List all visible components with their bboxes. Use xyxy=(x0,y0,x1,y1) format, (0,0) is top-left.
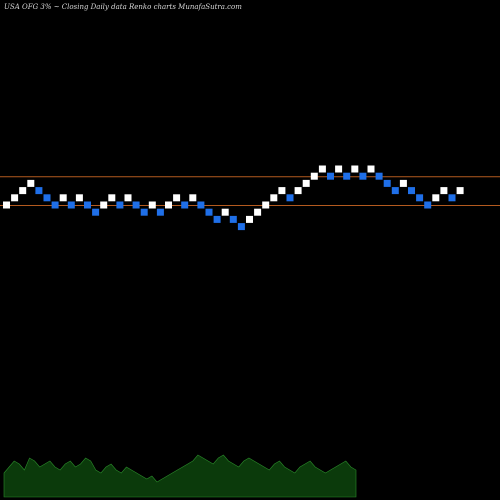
volume-area-path xyxy=(3,454,357,498)
renko-brick xyxy=(84,201,91,209)
reference-lines xyxy=(0,176,500,206)
renko-brick xyxy=(92,208,100,216)
renko-brick xyxy=(116,201,124,209)
renko-brick xyxy=(448,194,456,202)
renko-brick xyxy=(173,194,181,202)
renko-brick xyxy=(189,194,197,202)
renko-brick xyxy=(165,201,172,209)
renko-brick xyxy=(343,172,351,180)
renko-brick xyxy=(237,223,245,231)
renko-brick xyxy=(359,172,367,180)
renko-brick xyxy=(43,194,51,202)
renko-brick xyxy=(124,194,132,202)
renko-brick xyxy=(335,165,343,173)
renko-brick xyxy=(351,165,359,173)
renko-brick xyxy=(181,201,189,209)
renko-brick xyxy=(440,187,448,195)
renko-brick xyxy=(408,187,415,195)
renko-brick xyxy=(140,208,148,216)
renko-brick xyxy=(229,215,237,223)
renko-brick xyxy=(100,201,108,209)
renko-brick xyxy=(318,165,326,173)
renko-brick xyxy=(75,194,83,202)
renko-brick xyxy=(221,208,229,216)
renko-brick xyxy=(286,194,294,202)
renko-brick xyxy=(270,194,278,202)
renko-brick xyxy=(367,165,375,173)
renko-brick xyxy=(375,172,383,180)
renko-brick xyxy=(424,201,432,209)
renko-brick xyxy=(327,172,334,180)
renko-brick xyxy=(51,201,59,209)
renko-brick xyxy=(391,187,399,195)
renko-brick xyxy=(156,208,164,216)
renko-brick xyxy=(108,194,116,202)
renko-brick xyxy=(432,194,440,202)
renko-brick xyxy=(246,215,253,223)
renko-brick xyxy=(294,187,302,195)
renko-brick xyxy=(132,201,140,209)
renko-brick xyxy=(278,187,286,195)
renko-brick xyxy=(302,179,310,187)
renko-brick xyxy=(27,179,35,187)
renko-brick xyxy=(148,201,156,209)
renko-brick xyxy=(197,201,205,209)
chart-title: USA OFG 3% ~ Closing Daily data Renko ch… xyxy=(4,3,242,11)
renko-brick xyxy=(262,201,270,209)
renko-brick xyxy=(3,201,10,209)
renko-bricks xyxy=(3,165,464,231)
renko-brick xyxy=(383,179,391,187)
renko-brick xyxy=(399,179,407,187)
renko-brick xyxy=(59,194,67,202)
renko-brick xyxy=(310,172,318,180)
renko-brick xyxy=(254,208,262,216)
volume-area xyxy=(3,454,357,498)
renko-brick xyxy=(456,187,464,195)
renko-brick xyxy=(416,194,424,202)
renko-brick xyxy=(205,208,213,216)
renko-brick xyxy=(11,194,19,202)
renko-brick xyxy=(19,187,27,195)
renko-brick xyxy=(35,187,43,195)
renko-brick xyxy=(213,215,221,223)
renko-brick xyxy=(67,201,75,209)
